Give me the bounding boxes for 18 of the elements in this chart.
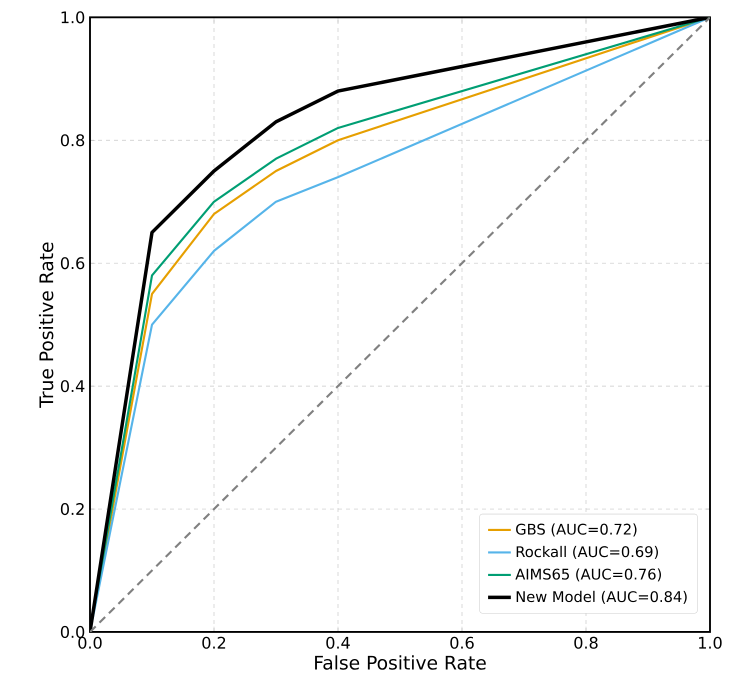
legend-label: Rockall (AUC=0.69) bbox=[516, 546, 658, 559]
x-tick-label: 0.0 bbox=[78, 636, 102, 649]
legend-label: New Model (AUC=0.84) bbox=[516, 590, 687, 604]
x-tick-label: 0.2 bbox=[202, 636, 226, 649]
x-tick-label: 1.0 bbox=[699, 636, 722, 649]
y-tick-label: 0.2 bbox=[60, 503, 84, 516]
y-tick-label: 0.4 bbox=[60, 380, 84, 392]
legend-label: GBS (AUC=0.72) bbox=[516, 523, 637, 536]
legend-label: AIMS65 (AUC=0.76) bbox=[515, 568, 661, 582]
x-tick-label: 0.4 bbox=[326, 636, 350, 649]
y-tick-label: 0.6 bbox=[60, 257, 84, 270]
x-tick-label: 0.6 bbox=[450, 636, 474, 649]
x-tick-label: 0.8 bbox=[574, 636, 598, 649]
y-tick-label: 0.8 bbox=[60, 134, 84, 146]
y-axis-title: True Positive Rate bbox=[38, 242, 54, 408]
x-axis-title: False Positive Rate bbox=[315, 655, 486, 670]
y-tick-label: 0.0 bbox=[60, 626, 84, 638]
y-tick-label: 1.0 bbox=[62, 11, 84, 24]
